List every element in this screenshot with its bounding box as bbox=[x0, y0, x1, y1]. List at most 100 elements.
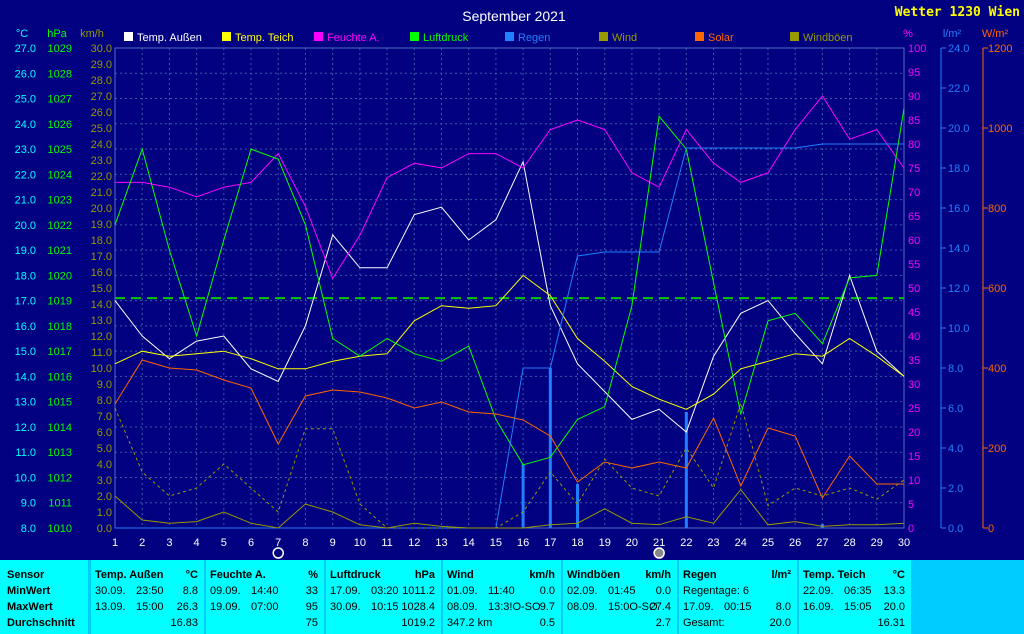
stats-cell-date: 30.09. bbox=[95, 585, 126, 597]
tick-label-pct: 95 bbox=[908, 67, 920, 79]
tick-label-day: 7 bbox=[275, 537, 281, 549]
stats-cell-time: 13:3!O-SO bbox=[488, 601, 541, 613]
stats-cell-date: 01.09. bbox=[447, 585, 478, 597]
tick-label-temp: 14.0 bbox=[15, 371, 36, 383]
stats-block-title: Feuchte A. bbox=[210, 569, 266, 581]
tick-label-hpa: 1016 bbox=[48, 371, 72, 383]
tick-label-day: 9 bbox=[330, 537, 336, 549]
tick-label-hpa: 1020 bbox=[48, 270, 72, 282]
tick-label-day: 26 bbox=[789, 537, 801, 549]
legend-label: Luftdruck bbox=[423, 32, 469, 44]
tick-label-temp: 10.0 bbox=[15, 472, 36, 484]
tick-label-rain: 8.0 bbox=[948, 363, 963, 375]
stats-cell-value: 0.0 bbox=[655, 585, 671, 597]
tick-label-temp: 25.0 bbox=[15, 94, 36, 106]
tick-label-day: 14 bbox=[463, 537, 475, 549]
tick-label-kmh: 3.0 bbox=[97, 475, 112, 487]
legend-label: Wind bbox=[612, 32, 637, 44]
tick-label-temp: 27.0 bbox=[15, 43, 36, 55]
tick-label-pct: 10 bbox=[908, 475, 920, 487]
tick-label-solar: 1200 bbox=[988, 43, 1012, 55]
stats-block-feuchte-a-: Feuchte A.% 09.09. 14:40 33 19.09. 07:00 95 75 bbox=[206, 560, 324, 634]
tick-label-kmh: 25.0 bbox=[91, 123, 112, 135]
stats-cell-time: 00:15 bbox=[724, 601, 752, 613]
stats-cell-time: 01:45 bbox=[608, 585, 636, 597]
statistics-panel: Sensor MinWert MaxWert Durchschnitt Temp… bbox=[0, 560, 1024, 634]
tick-label-pct: 45 bbox=[908, 307, 920, 319]
tick-label-kmh: 21.0 bbox=[91, 187, 112, 199]
tick-label-kmh: 1.0 bbox=[97, 507, 112, 519]
tick-label-solar: 600 bbox=[988, 283, 1006, 295]
tick-label-temp: 15.0 bbox=[15, 346, 36, 358]
weather-chart: September 2021°C hPa km/h% l/m² W/m²8.0 10109… bbox=[15, 8, 1012, 559]
stats-cell-time: 15:00 bbox=[136, 601, 164, 613]
tick-label-temp: 24.0 bbox=[15, 119, 36, 131]
tick-label-hpa: 1026 bbox=[48, 119, 72, 131]
tick-label-rain: 14.0 bbox=[948, 243, 969, 255]
tick-label-pct: 55 bbox=[908, 259, 920, 271]
stats-cell-time: 06:35 bbox=[844, 585, 872, 597]
tick-label-kmh: 2.0 bbox=[97, 491, 112, 503]
stats-cell-value: 26.3 bbox=[176, 601, 198, 613]
tick-label-pct: 80 bbox=[908, 139, 920, 151]
stats-cell-date: 22.09. bbox=[803, 585, 834, 597]
tick-label-temp: 11.0 bbox=[15, 447, 36, 459]
tick-label-hpa: 1027 bbox=[48, 94, 72, 106]
tick-label-kmh: 12.0 bbox=[91, 331, 112, 343]
tick-label-day: 22 bbox=[680, 537, 692, 549]
stats-cell-time: 15:05 bbox=[844, 601, 872, 613]
series-line-luftdruck bbox=[114, 108, 905, 466]
tick-label-solar: 0 bbox=[988, 523, 994, 535]
stats-block-windb-en: Windböen km/h 02.09. 01:45 0.0 08.09. 15:0O-SO… bbox=[563, 560, 677, 634]
tick-label-day: 10 bbox=[354, 537, 366, 549]
legend-label: Regen bbox=[518, 32, 550, 44]
tick-label-hpa: 1025 bbox=[48, 144, 72, 156]
tick-label-temp: 21.0 bbox=[15, 195, 36, 207]
tick-label-pct: 60 bbox=[908, 235, 920, 247]
tick-label-day: 27 bbox=[816, 537, 828, 549]
stats-cell-time: 03:20 bbox=[371, 585, 399, 597]
stats-cell-date: 02.09. bbox=[567, 585, 598, 597]
series-line-temp-teich bbox=[114, 274, 905, 410]
tick-label-kmh: 9.0 bbox=[97, 379, 112, 391]
tick-label-kmh: 13.0 bbox=[91, 315, 112, 327]
tick-label-day: 24 bbox=[735, 537, 747, 549]
legend-swatch bbox=[790, 32, 799, 41]
full-moon-icon bbox=[272, 547, 284, 559]
station-name: Wetter 1230 Wien bbox=[894, 5, 1020, 20]
tick-label-rain: 20.0 bbox=[948, 123, 969, 135]
tick-label-pct: 70 bbox=[908, 187, 920, 199]
tick-label-day: 12 bbox=[408, 537, 420, 549]
chart-title: September 2021 bbox=[462, 8, 566, 24]
tick-label-pct: 30 bbox=[908, 379, 920, 391]
stats-cell-date: Regentage: 6 bbox=[683, 585, 750, 597]
new-moon-icon bbox=[653, 547, 665, 559]
tick-label-pct: 5 bbox=[908, 499, 914, 511]
stats-cell-date: 16.09. bbox=[803, 601, 834, 613]
tick-label-kmh: 23.0 bbox=[91, 155, 112, 167]
tick-label-day: 29 bbox=[871, 537, 883, 549]
axis-label-temp: °C bbox=[16, 28, 28, 40]
stats-cell-value: 1011.2 bbox=[402, 585, 435, 597]
tick-label-rain: 18.0 bbox=[948, 163, 969, 175]
tick-label-pct: 25 bbox=[908, 403, 920, 415]
tick-label-day: 4 bbox=[194, 537, 200, 549]
stats-cell-value: 95 bbox=[305, 601, 318, 613]
stats-block-wind: Wind km/h 01.09. 11:40 0.0 08.09. 13:3!O-SO 9.7… bbox=[443, 560, 561, 634]
tick-label-rain: 10.0 bbox=[948, 323, 969, 335]
stats-cell-time: 15:0O-SO bbox=[608, 601, 658, 613]
stats-cell-value: 33 bbox=[305, 585, 318, 597]
stats-row-labels: Sensor MinWert MaxWert Durchschnitt bbox=[0, 560, 88, 634]
stats-block-title: Temp. Teich bbox=[803, 569, 866, 581]
series-line-feuchte-a- bbox=[115, 95, 905, 280]
tick-label-solar: 400 bbox=[988, 363, 1006, 375]
tick-label-day: 20 bbox=[626, 537, 638, 549]
tick-label-day: 21 bbox=[653, 537, 665, 549]
stats-block-title: Luftdruck bbox=[330, 569, 381, 581]
tick-label-day: 25 bbox=[762, 537, 774, 549]
legend-swatch bbox=[222, 32, 231, 41]
tick-label-kmh: 27.0 bbox=[91, 91, 112, 103]
tick-label-hpa: 1012 bbox=[48, 472, 72, 484]
axis-label-hpa: hPa bbox=[47, 28, 67, 40]
tick-label-day: 5 bbox=[221, 537, 227, 549]
